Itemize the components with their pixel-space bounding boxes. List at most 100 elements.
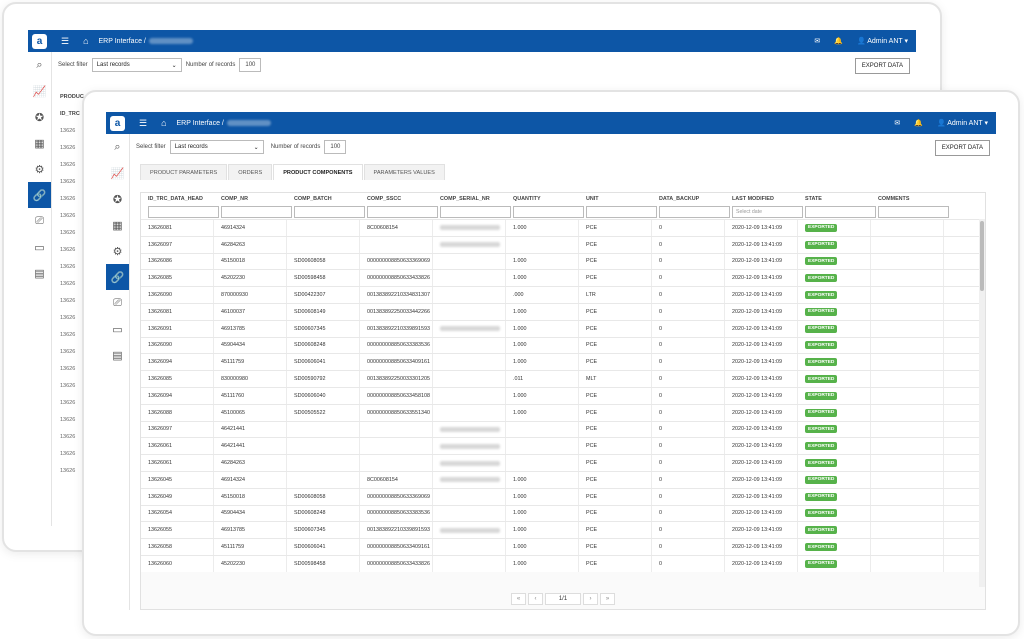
breadcrumb[interactable]: ERP Interface / bbox=[176, 119, 224, 127]
scrollbar-thumb[interactable] bbox=[980, 221, 984, 291]
factory-icon[interactable]: ▦ bbox=[112, 219, 123, 232]
table-cell: SD00590792 bbox=[287, 371, 360, 387]
table-row[interactable]: 13626081 46914324 8C00608154 1.000 PCE 0 2020-… bbox=[141, 219, 985, 236]
menu-icon[interactable]: ☰ bbox=[61, 35, 70, 46]
column-filter-input[interactable] bbox=[440, 205, 511, 218]
mail-icon[interactable]: ✉ bbox=[814, 38, 821, 45]
table-row[interactable]: 13626058 45111759 SD00606041 00000000885063… bbox=[141, 538, 985, 555]
table-row[interactable]: 13626060 45202230 SD00598458 00000000885063… bbox=[141, 554, 985, 572]
home-icon[interactable]: ⌂ bbox=[83, 36, 89, 46]
table-row[interactable]: 13626085 45202230 SD00598458 00000000885063… bbox=[141, 269, 985, 287]
select-filter-dropdown[interactable]: Last records ⌄ bbox=[91, 58, 182, 72]
vertical-scrollbar[interactable] bbox=[979, 219, 985, 587]
search-icon[interactable]: ⌕ bbox=[114, 140, 121, 153]
tab-product-components[interactable]: PRODUCT COMPONENTS bbox=[273, 164, 363, 180]
column-filter-input[interactable] bbox=[586, 205, 657, 218]
status-badge: EXPORTED bbox=[805, 375, 838, 384]
table-cell: 1.000 bbox=[506, 270, 579, 287]
table-row[interactable]: 13626061 46284263 PCE 0 2020-12-09 13:41:09 E… bbox=[141, 454, 985, 471]
chart-icon[interactable]: 📈 bbox=[110, 167, 125, 180]
column-filter-input[interactable] bbox=[659, 205, 730, 218]
table-row[interactable]: 13626081 46100037 SD00608149 00138389225003… bbox=[141, 302, 985, 320]
table-row[interactable]: 13626090 45904434 SD00608248 00000000885063… bbox=[141, 336, 985, 354]
back-tab-fragment[interactable]: PRODUC bbox=[60, 93, 84, 100]
column-filter-input[interactable] bbox=[805, 205, 876, 218]
column-header[interactable]: COMMENTS bbox=[878, 195, 910, 202]
monitor-download-icon[interactable]: ⎚ bbox=[113, 296, 122, 309]
bell-icon[interactable]: 🔔 bbox=[914, 120, 923, 127]
records-label: Number of records bbox=[185, 62, 236, 68]
column-filter-input[interactable] bbox=[294, 205, 365, 218]
table-row[interactable]: 13626061 46421441 PCE 0 2020-12-09 13:41:09 E… bbox=[141, 437, 985, 455]
column-header[interactable]: COMP_SERIAL_NR bbox=[440, 195, 490, 202]
app-logo[interactable]: a bbox=[110, 115, 125, 131]
column-header[interactable]: QUANTITY bbox=[513, 195, 541, 202]
prev-page-button[interactable]: ‹ bbox=[528, 593, 543, 605]
select-filter-dropdown[interactable]: Last records ⌄ bbox=[169, 140, 264, 154]
column-filter-input[interactable] bbox=[367, 205, 438, 218]
column-filter-input[interactable] bbox=[221, 205, 292, 218]
user-menu[interactable]: 👤 Admin ANT ▾ bbox=[856, 38, 908, 45]
link-icon[interactable]: 🔗 bbox=[28, 182, 51, 208]
document-icon[interactable]: ▤ bbox=[34, 267, 45, 280]
table-row[interactable]: 13626045 46914324 8C00608154 1.000 PCE 0 2020-… bbox=[141, 470, 985, 488]
table-row[interactable]: 13626091 46913785 SD00607345 00138389221033… bbox=[141, 319, 985, 337]
table-row[interactable]: 13626097 46284263 PCE 0 2020-12-09 13:41:09 E… bbox=[141, 235, 985, 253]
tab-parameters-values[interactable]: PARAMETERS VALUES bbox=[363, 164, 445, 180]
table-cell: 46421441 bbox=[214, 438, 287, 455]
first-page-button[interactable]: « bbox=[511, 593, 526, 605]
last-page-button[interactable]: » bbox=[600, 593, 615, 605]
mail-icon[interactable]: ✉ bbox=[894, 120, 901, 127]
tab-orders[interactable]: ORDERS bbox=[228, 164, 273, 180]
gears-icon[interactable]: ⚙ bbox=[34, 163, 45, 176]
link-icon[interactable]: 🔗 bbox=[106, 264, 129, 290]
app-logo[interactable]: a bbox=[32, 33, 47, 49]
table-row[interactable]: 13626097 46421441 PCE 0 2020-12-09 13:41:09 E… bbox=[141, 420, 985, 438]
home-icon[interactable]: ⌂ bbox=[161, 118, 167, 128]
export-data-button[interactable]: EXPORT DATA bbox=[854, 58, 910, 74]
table-cell: 45100065 bbox=[214, 404, 287, 421]
table-row[interactable]: 13626049 45150018 SD00608058 00000000885063… bbox=[141, 487, 985, 505]
column-filter-input[interactable] bbox=[878, 205, 949, 218]
monitor-download-icon[interactable]: ⎚ bbox=[35, 214, 44, 227]
next-page-button[interactable]: › bbox=[583, 593, 598, 605]
award-icon[interactable]: ✪ bbox=[34, 111, 45, 124]
column-filter-input[interactable] bbox=[148, 205, 219, 218]
desktop-icon[interactable]: ▭ bbox=[34, 241, 45, 254]
column-header[interactable]: DATA_BACKUP bbox=[659, 195, 700, 202]
date-filter-input[interactable]: Select date bbox=[732, 205, 803, 218]
search-icon[interactable]: ⌕ bbox=[36, 58, 43, 71]
table-row[interactable]: 13626094 45111760 SD00606040 00000000885063… bbox=[141, 386, 985, 404]
chart-icon[interactable]: 📈 bbox=[32, 85, 47, 98]
column-filter-input[interactable] bbox=[513, 205, 584, 218]
tab-product-parameters[interactable]: PRODUCT PARAMETERS bbox=[140, 164, 228, 180]
column-header[interactable]: COMP_NR bbox=[221, 195, 248, 202]
column-header[interactable]: COMP_BATCH bbox=[294, 195, 332, 202]
breadcrumb[interactable]: ERP Interface / bbox=[98, 37, 146, 45]
user-menu[interactable]: 👤 Admin ANT ▾ bbox=[936, 120, 988, 127]
table-cell: 001383892250033301205 bbox=[360, 371, 433, 387]
column-header[interactable]: COMP_SSCC bbox=[367, 195, 402, 202]
table-row[interactable]: 13626090 870000930 SD00422307 0013838922103… bbox=[141, 286, 985, 303]
column-header[interactable]: LAST MODIFIED bbox=[732, 195, 774, 202]
award-icon[interactable]: ✪ bbox=[112, 193, 123, 206]
menu-icon[interactable]: ☰ bbox=[139, 117, 148, 128]
table-row[interactable]: 13626085 830000980 SD00590792 0013838922500… bbox=[141, 370, 985, 387]
table-row[interactable]: 13626086 45150018 SD00608058 00000000885063… bbox=[141, 252, 985, 270]
document-icon[interactable]: ▤ bbox=[112, 349, 123, 362]
factory-icon[interactable]: ▦ bbox=[34, 137, 45, 150]
table-row[interactable]: 13626054 45904434 SD00608248 00000000885063… bbox=[141, 504, 985, 522]
column-header[interactable]: UNIT bbox=[586, 195, 599, 202]
table-row[interactable]: 13626094 45111759 SD00606041 00000000885063… bbox=[141, 353, 985, 371]
column-header[interactable]: ID_TRC_DATA_HEAD bbox=[148, 195, 203, 202]
bell-icon[interactable]: 🔔 bbox=[834, 38, 843, 45]
desktop-icon[interactable]: ▭ bbox=[112, 323, 123, 336]
records-input[interactable]: 100 bbox=[239, 58, 262, 72]
column-header[interactable]: STATE bbox=[805, 195, 822, 202]
gears-icon[interactable]: ⚙ bbox=[112, 245, 123, 258]
export-data-button[interactable]: EXPORT DATA bbox=[934, 140, 990, 156]
table-row[interactable]: 13626055 46913785 SD00607345 00138389221033… bbox=[141, 521, 985, 539]
records-input[interactable]: 100 bbox=[324, 140, 347, 154]
table-cell: EXPORTED bbox=[798, 354, 871, 371]
table-row[interactable]: 13626088 45100065 SD00505522 00000000885063… bbox=[141, 403, 985, 421]
